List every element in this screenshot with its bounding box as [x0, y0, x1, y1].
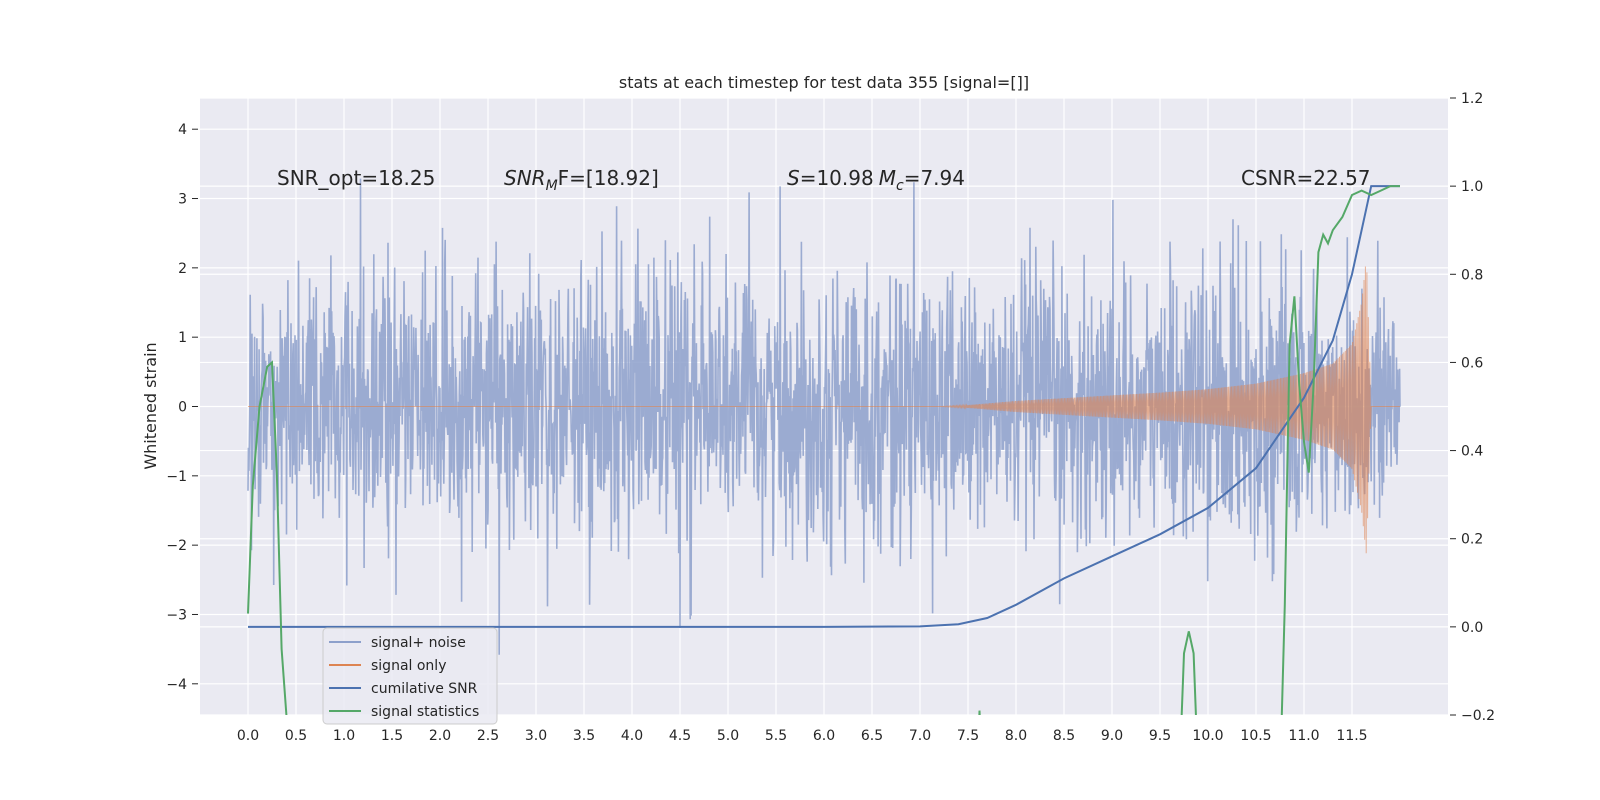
x-tick-label: 8.5 [1053, 728, 1075, 744]
x-tick-label: 11.0 [1288, 728, 1319, 744]
y-tick-label: 2 [178, 261, 187, 277]
legend-label: signal+ noise [371, 635, 466, 651]
x-tick-label: 6.5 [861, 728, 883, 744]
x-tick-label: 6.0 [813, 728, 835, 744]
annotation-stat-mc-sub: c [896, 178, 904, 194]
annotation-stat-mc: M [879, 166, 896, 190]
y2-tick-label: 0.4 [1461, 444, 1483, 460]
annotation-csnr: CSNR=22.57 [1241, 166, 1371, 190]
line-cumulative-snr [248, 185, 1400, 628]
x-tick-label: 5.0 [717, 728, 739, 744]
annotation-snr-opt: SNR_opt=18.25 [277, 166, 435, 190]
annotation-stat-s-val: =10.98 [800, 166, 874, 190]
legend-label: signal only [371, 658, 446, 674]
y-tick-label: −4 [166, 677, 187, 693]
y2-tick-label: 0.2 [1461, 532, 1483, 548]
line-signal-noise [247, 178, 1401, 655]
y2-axis-ticks: 1.2 1.0 0.8 0.6 0.4 0.2 0.0 −0.2 [1450, 91, 1495, 724]
x-tick-label: 2.5 [477, 728, 499, 744]
y2-tick-label: 1.0 [1461, 179, 1483, 195]
y2-tick-label: 0.8 [1461, 267, 1483, 283]
x-tick-label: 10.0 [1192, 728, 1223, 744]
y-tick-label: 1 [178, 330, 187, 346]
x-axis-ticks: 0.0 0.5 1.0 1.5 2.0 2.5 3.0 3.5 4.0 4.5 5.0 5.5 6.0 6… [237, 728, 1368, 744]
series-signal-only [248, 266, 1400, 554]
x-tick-label: 0.5 [285, 728, 307, 744]
x-tick-label: 10.5 [1240, 728, 1271, 744]
x-tick-label: 8.0 [1005, 728, 1027, 744]
y2-tick-label: 0.6 [1461, 355, 1483, 371]
annotation-snr-mf-sub: M [546, 178, 558, 194]
y-tick-label: 3 [178, 192, 187, 208]
y2-tick-label: 0.0 [1461, 620, 1483, 636]
annotation-snr-mf-main: SNR [504, 166, 546, 190]
y2-tick-label: 1.2 [1461, 91, 1483, 107]
y2-tick-label: −0.2 [1461, 708, 1495, 724]
x-tick-label: 2.0 [429, 728, 451, 744]
annotation-snr-mf: SNRMF=[18.92] [504, 166, 659, 194]
line-signal-only [248, 266, 1400, 554]
legend-label: signal statistics [371, 704, 479, 720]
y-tick-label: −2 [166, 538, 187, 554]
y-tick-label: 0 [178, 400, 187, 416]
y-axis-label: Whitened strain [141, 342, 160, 469]
x-tick-label: 9.0 [1101, 728, 1123, 744]
annotation-stat-mc-val: =7.94 [904, 166, 965, 190]
annotation-snr-mf-rest: F=[18.92] [558, 166, 659, 190]
x-tick-label: 1.0 [333, 728, 355, 744]
y-tick-label: 4 [178, 122, 187, 138]
x-tick-label: 0.0 [237, 728, 259, 744]
y-tick-label: −1 [166, 469, 187, 485]
line-signal-statistics [247, 185, 1400, 715]
legend-label: cumilative SNR [371, 681, 478, 697]
y-axis-ticks: 4 3 2 1 0 −1 −2 −3 −4 [166, 122, 198, 693]
x-tick-label: 3.0 [525, 728, 547, 744]
x-tick-label: 7.5 [957, 728, 979, 744]
x-tick-label: 5.5 [765, 728, 787, 744]
x-tick-label: 11.5 [1336, 728, 1367, 744]
x-tick-label: 4.0 [621, 728, 643, 744]
y-tick-label: −3 [166, 607, 187, 623]
x-tick-label: 9.5 [1149, 728, 1171, 744]
annotation-stats: S=10.98 Mc=7.94 [787, 166, 965, 194]
x-tick-label: 3.5 [573, 728, 595, 744]
chart-title: stats at each timestep for test data 355… [619, 73, 1029, 92]
x-tick-label: 7.0 [909, 728, 931, 744]
x-tick-label: 4.5 [669, 728, 691, 744]
series-signal-noise [247, 178, 1401, 655]
legend-box [322, 627, 498, 725]
legend-items: signal+ noise signal only cumilative SNR si… [329, 635, 479, 720]
legend: signal+ noise signal only cumilative SNR si… [322, 627, 498, 725]
annotation-stat-s: S [787, 166, 800, 190]
x-tick-label: 1.5 [381, 728, 403, 744]
series-right-axis [247, 185, 1400, 715]
